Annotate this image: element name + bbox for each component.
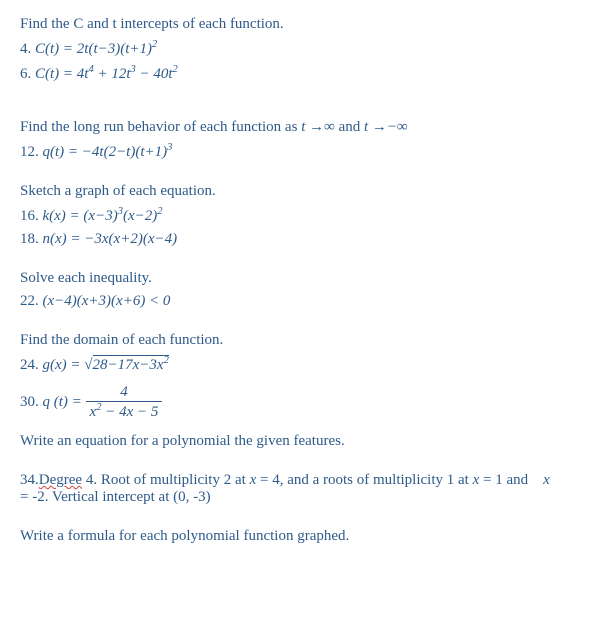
section-header-sketch: Sketch a graph of each equation. bbox=[20, 183, 590, 200]
problem-number: 4. bbox=[20, 41, 31, 57]
problem-34: 34.Degree 4. Root of multiplicity 2 at x… bbox=[20, 472, 590, 506]
problem-number: 6. bbox=[20, 66, 31, 82]
section-header-inequality: Solve each inequality. bbox=[20, 270, 590, 287]
problem-22: 22. (x−4)(x+3)(x+6) < 0 bbox=[20, 293, 590, 310]
problem-number: 18. bbox=[20, 231, 39, 247]
problem-34-text1: 4. Root of multiplicity 2 at bbox=[82, 472, 250, 488]
problem-24: 24. g(x) = √28−17x−3x2 bbox=[20, 355, 590, 374]
problem-16: 16. k(x) = (x−3)3(x−2)2 bbox=[20, 206, 590, 225]
problem-equation: g(x) = √28−17x−3x2 bbox=[43, 355, 169, 373]
section-header-intercepts: Find the C and t intercepts of each func… bbox=[20, 16, 590, 33]
problem-34-num: 34.Degree bbox=[20, 472, 82, 488]
problem-equation: q(t) = −4t(2−t)(t+1)3 bbox=[43, 144, 173, 160]
problem-number: 12. bbox=[20, 144, 39, 160]
problem-equation: q (t) = 4x2 − 4x − 5 bbox=[43, 394, 163, 410]
problem-equation: (x−4)(x+3)(x+6) < 0 bbox=[43, 293, 171, 309]
problem-34-text3: = 1 and bbox=[479, 472, 532, 488]
problem-number: 16. bbox=[20, 208, 39, 224]
problem-number: 22. bbox=[20, 293, 39, 309]
problem-30: 30. q (t) = 4x2 − 4x − 5 bbox=[20, 384, 590, 421]
problem-4: 4. C(t) = 2t(t−3)(t+1)2 bbox=[20, 39, 590, 58]
problem-18: 18. n(x) = −3x(x+2)(x−4) bbox=[20, 231, 590, 248]
document-body: Find the C and t intercepts of each func… bbox=[20, 16, 590, 545]
problem-34-text4: = -2. Vertical intercept at (0, -3) bbox=[20, 489, 211, 505]
var-x: x bbox=[543, 472, 550, 488]
section-header-domain: Find the domain of each function. bbox=[20, 332, 590, 349]
section-header-write-eq: Write an equation for a polynomial the g… bbox=[20, 433, 590, 450]
problem-equation: C(t) = 2t(t−3)(t+1)2 bbox=[35, 41, 157, 57]
section-header-write-formula: Write a formula for each polynomial func… bbox=[20, 528, 590, 545]
problem-number: 24. bbox=[20, 357, 39, 373]
problem-equation: k(x) = (x−3)3(x−2)2 bbox=[43, 208, 163, 224]
problem-6: 6. C(t) = 4t4 + 12t3 − 40t2 bbox=[20, 64, 590, 83]
problem-equation: n(x) = −3x(x+2)(x−4) bbox=[43, 231, 178, 247]
section-header-longrun: Find the long run behavior of each funct… bbox=[20, 119, 590, 136]
problem-12: 12. q(t) = −4t(2−t)(t+1)3 bbox=[20, 142, 590, 161]
problem-34-text2: = 4, and a roots of multiplicity 1 at bbox=[256, 472, 472, 488]
problem-equation: C(t) = 4t4 + 12t3 − 40t2 bbox=[35, 66, 178, 82]
problem-number: 30. bbox=[20, 394, 39, 410]
